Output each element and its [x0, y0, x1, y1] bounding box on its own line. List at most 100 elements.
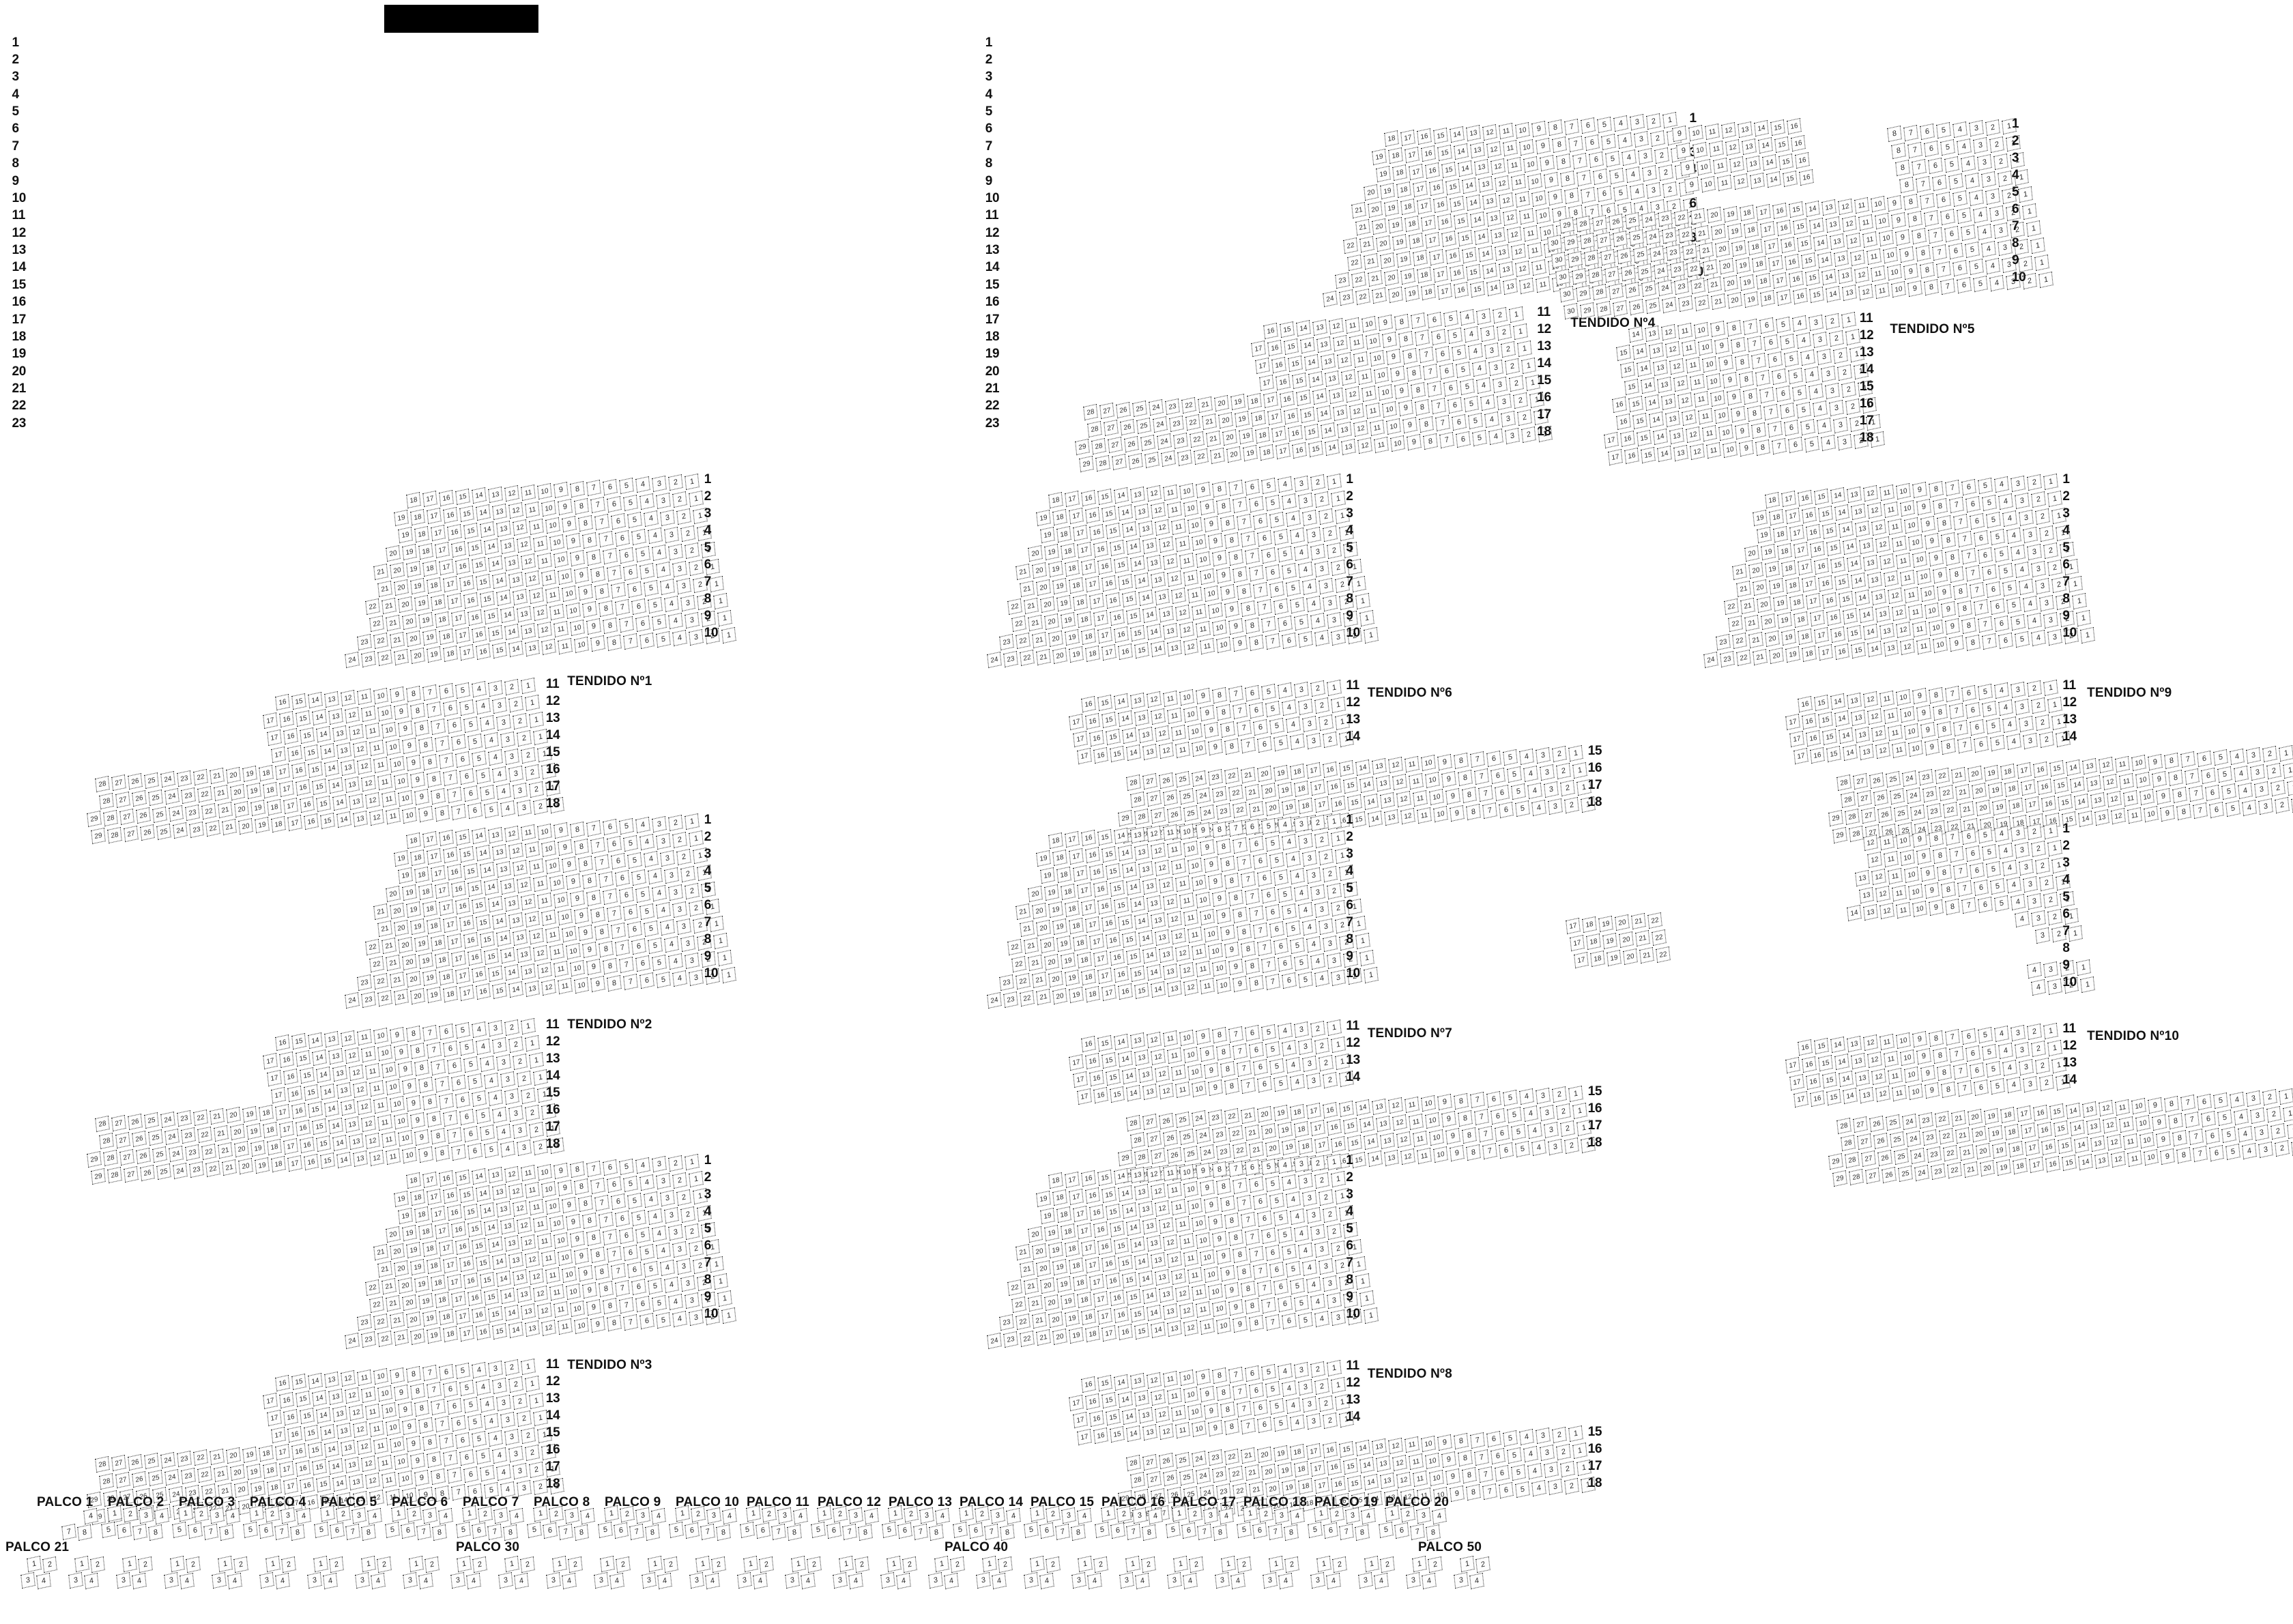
seat[interactable]: 3: [2018, 858, 2034, 875]
seat[interactable]: 12: [537, 622, 552, 639]
seat[interactable]: 3: [1993, 222, 2008, 240]
seat[interactable]: 8: [1244, 1298, 1260, 1315]
seat[interactable]: 9: [586, 959, 601, 976]
seat[interactable]: 18: [1421, 284, 1436, 301]
seat[interactable]: 9: [558, 1179, 573, 1197]
seat[interactable]: 3: [1500, 410, 1516, 427]
seat[interactable]: 12: [1150, 708, 1166, 725]
seat[interactable]: 8: [574, 1178, 589, 1195]
seat[interactable]: 1: [1359, 609, 1374, 626]
seat[interactable]: 6: [1961, 478, 1976, 495]
seat[interactable]: 15: [1097, 694, 1112, 711]
seat[interactable]: 1: [743, 1555, 758, 1573]
seat[interactable]: 14: [1125, 1425, 1141, 1442]
seat[interactable]: 17: [1072, 525, 1088, 542]
seat[interactable]: 4: [1993, 1026, 2009, 1043]
seat[interactable]: 10: [401, 1147, 417, 1164]
seat[interactable]: 17: [443, 576, 458, 593]
seat[interactable]: 7: [2193, 1146, 2208, 1163]
seat[interactable]: 4: [2230, 748, 2245, 765]
seat[interactable]: 6: [1956, 276, 1972, 294]
seat[interactable]: 3: [1119, 1571, 1134, 1589]
seat[interactable]: 17: [455, 1307, 470, 1324]
seat[interactable]: 15: [1778, 153, 1793, 170]
seat[interactable]: 4: [2006, 877, 2021, 894]
seat[interactable]: 15: [1125, 607, 1141, 625]
seat[interactable]: 3: [1301, 509, 1317, 526]
seat[interactable]: 10: [545, 1198, 560, 1215]
seat[interactable]: 5: [483, 1142, 499, 1159]
seat[interactable]: 14: [2066, 759, 2081, 776]
seat[interactable]: 11: [1162, 1165, 1178, 1182]
seat[interactable]: 16: [274, 694, 290, 711]
seat[interactable]: 8: [582, 532, 597, 549]
seat[interactable]: 10: [1916, 568, 1931, 585]
seat[interactable]: 3: [652, 475, 667, 492]
seat[interactable]: 11: [1170, 518, 1186, 535]
seat[interactable]: 7: [1931, 244, 1947, 261]
seat[interactable]: 14: [323, 760, 339, 777]
seat[interactable]: 3: [516, 799, 532, 816]
seat[interactable]: 7: [619, 616, 634, 633]
seat[interactable]: 7: [442, 769, 458, 786]
seat[interactable]: 16: [1826, 609, 1841, 626]
seat[interactable]: 12: [1682, 409, 1697, 426]
seat[interactable]: 2: [684, 1223, 700, 1240]
seat[interactable]: 9: [1203, 722, 1219, 739]
seat[interactable]: 20: [390, 902, 405, 919]
seat[interactable]: 11: [521, 1165, 536, 1182]
seat[interactable]: 20: [1035, 1260, 1051, 1277]
seat[interactable]: 7: [1439, 432, 1454, 449]
seat[interactable]: 17: [1604, 431, 1619, 449]
seat[interactable]: 18: [1780, 560, 1796, 577]
seat[interactable]: 19: [1273, 1105, 1288, 1122]
seat[interactable]: 4: [1289, 868, 1305, 885]
seat[interactable]: 19: [1756, 527, 1772, 544]
seat[interactable]: 15: [295, 1391, 311, 1408]
seat[interactable]: 7: [2189, 785, 2204, 802]
seat[interactable]: 13: [500, 1218, 515, 1235]
seat[interactable]: 26: [1628, 298, 1644, 316]
seat[interactable]: 27: [1142, 1114, 1157, 1131]
seat[interactable]: 12: [1392, 1454, 1407, 1471]
seat[interactable]: 8: [586, 1230, 601, 1247]
seat[interactable]: 6: [1977, 547, 1993, 564]
seat[interactable]: 3: [351, 1507, 366, 1524]
seat[interactable]: 21: [1694, 224, 1710, 242]
seat[interactable]: 2: [1310, 474, 1325, 491]
seat[interactable]: 7: [1240, 1077, 1256, 1094]
seat[interactable]: 3: [1274, 1507, 1289, 1524]
seat[interactable]: 20: [1052, 987, 1067, 1004]
seat[interactable]: 13: [1384, 809, 1399, 826]
seat[interactable]: 23: [1931, 1163, 1946, 1180]
seat[interactable]: 7: [2184, 1112, 2200, 1129]
seat[interactable]: 25: [1183, 1145, 1198, 1162]
seat[interactable]: 7: [1961, 897, 1976, 914]
seat[interactable]: 16: [1101, 1256, 1116, 1273]
seat[interactable]: 12: [356, 1098, 372, 1115]
seat[interactable]: 1: [713, 592, 728, 609]
seat[interactable]: 8: [1940, 532, 1956, 549]
seat[interactable]: 19: [1764, 561, 1780, 578]
seat[interactable]: 11: [1704, 123, 1720, 141]
seat[interactable]: 14: [1821, 268, 1836, 285]
seat[interactable]: 8: [1466, 1144, 1481, 1161]
seat[interactable]: 13: [1490, 227, 1505, 244]
seat[interactable]: 13: [1142, 743, 1157, 760]
seat[interactable]: 10: [1874, 213, 1890, 230]
seat[interactable]: 15: [1105, 1069, 1121, 1086]
seat[interactable]: 19: [1043, 1224, 1059, 1242]
seat[interactable]: 11: [1162, 484, 1178, 501]
seat[interactable]: 11: [533, 1216, 548, 1233]
seat[interactable]: 11: [369, 740, 384, 757]
seat[interactable]: 1: [713, 933, 728, 950]
seat[interactable]: 14: [504, 624, 519, 641]
seat[interactable]: 17: [447, 1273, 462, 1290]
seat[interactable]: 10: [558, 568, 573, 585]
seat[interactable]: 2: [1564, 797, 1579, 814]
seat[interactable]: 2: [512, 1053, 528, 1070]
seat[interactable]: 4: [2026, 613, 2042, 630]
seat[interactable]: 9: [574, 1247, 589, 1265]
seat[interactable]: 17: [447, 933, 462, 951]
seat[interactable]: 7: [607, 905, 622, 923]
